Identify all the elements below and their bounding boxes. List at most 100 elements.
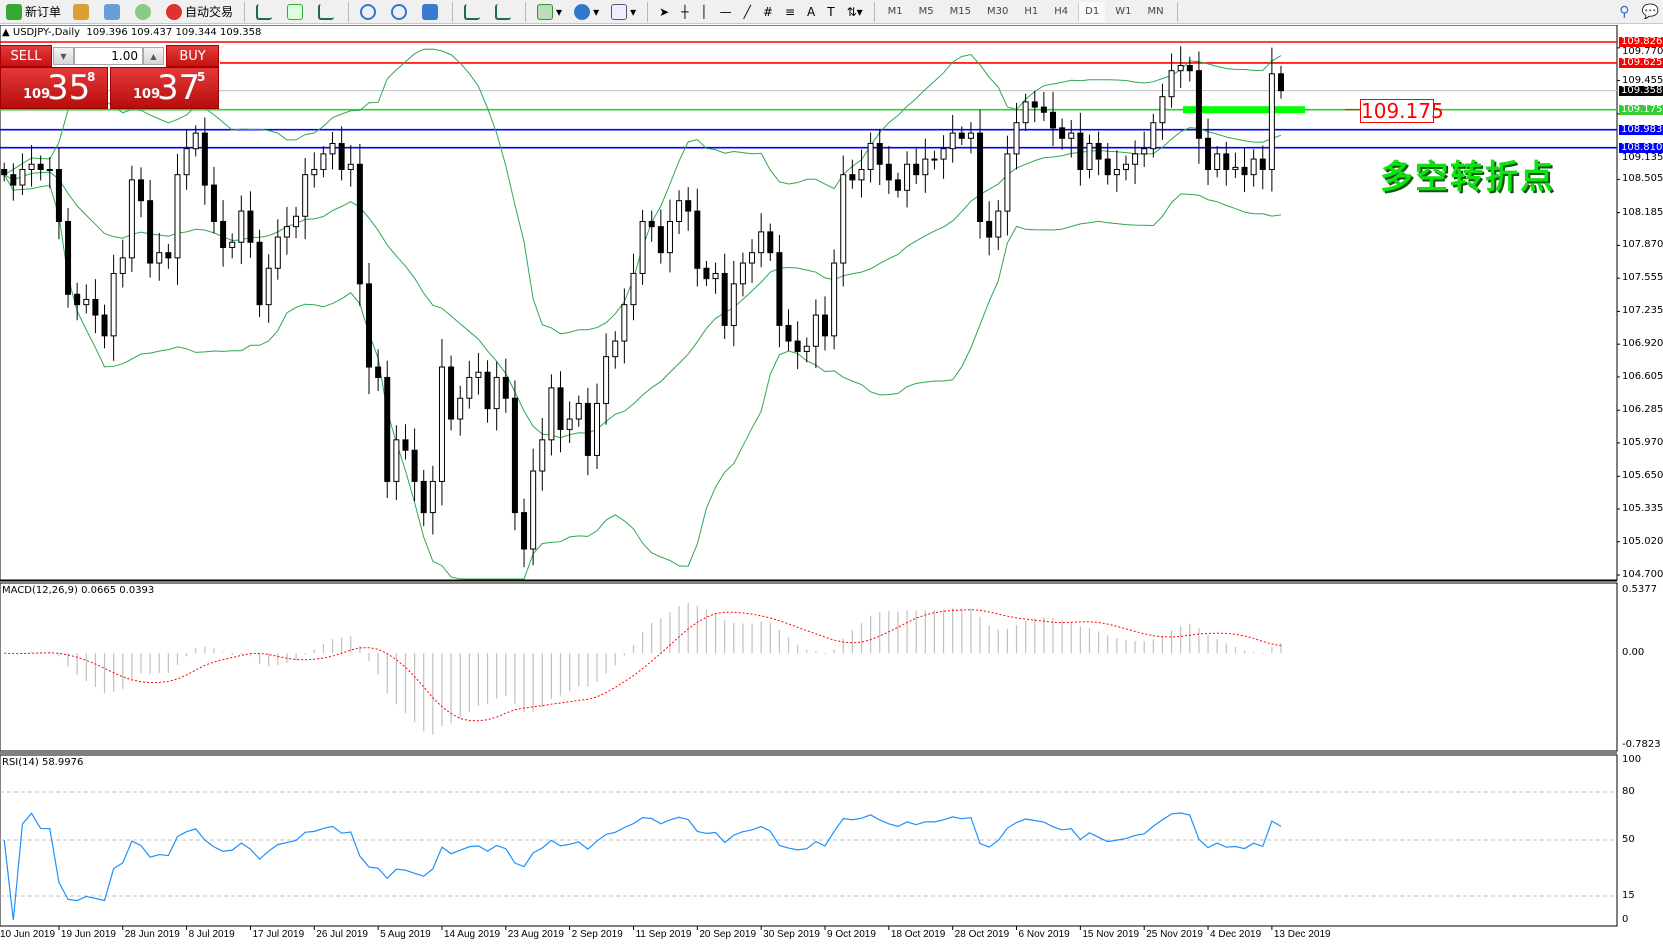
pivot-note-text[interactable]: 多空转折点 [1380,157,1555,196]
fibo-channel-button[interactable]: # [759,2,777,22]
buy-button[interactable]: BUY [166,45,219,67]
timeframe-w1[interactable]: W1 [1115,6,1132,17]
price-axis-label: 105.970 [1622,436,1663,448]
tile-windows-button[interactable] [418,2,445,22]
candle [366,263,372,395]
candle [758,213,765,268]
candle-body [265,267,272,306]
candle-body [967,132,974,139]
candle-body [293,215,300,228]
navigator-button[interactable] [100,2,127,22]
candle-body [448,366,455,420]
candle-body [493,376,500,410]
bar-chart-button[interactable] [252,2,279,22]
timeframe-m30[interactable]: M30 [987,6,1009,17]
line-chart-button[interactable] [314,2,341,22]
timeframe-mn[interactable]: MN [1147,6,1164,17]
arrows-icon: ⇅▾ [846,4,863,19]
market-watch-button[interactable] [69,2,96,22]
search-button[interactable]: ⚲ [1615,2,1633,22]
candle [521,498,528,568]
arrows-button[interactable]: ⇅▾ [843,2,867,22]
chart-canvas[interactable] [0,25,1663,945]
candlestick-button[interactable] [283,2,310,22]
candle-body [694,210,701,269]
candle [904,151,911,208]
timeframe-m1[interactable]: M1 [887,6,903,17]
candle [584,387,591,476]
lots-decrease-button[interactable]: ▼ [53,47,74,65]
text-label-icon: T [827,4,835,19]
indicators-button[interactable]: ▾ [533,2,566,22]
lots-increase-button[interactable]: ▲ [143,47,164,65]
lots-input[interactable]: 1.00 [74,47,143,65]
candle-body [1113,168,1120,176]
candle [174,153,181,285]
chart-shift-button[interactable] [491,2,518,22]
candle-body [712,272,719,280]
candle [83,284,90,314]
bar-chart-icon [256,3,273,20]
periods-button[interactable]: ▾ [570,2,603,22]
tile-windows-icon [422,3,439,20]
candle-body [876,142,883,165]
toolbar: 新订单 自动交易 ▾ ▾ ▾ ➤ ┼ │ — ╱ # ≡ A T ⇅▾ M1 M… [0,0,1663,24]
vertical-line-button[interactable]: │ [696,2,711,22]
candle [37,155,44,181]
candle-body [283,226,290,238]
new-order-button[interactable]: 新订单 [2,2,65,22]
timeframe-h4[interactable]: H4 [1054,6,1069,17]
candle [311,152,318,188]
candle-body [256,241,263,306]
date-axis-label: 23 Aug 2019 [507,929,564,940]
chat-button[interactable]: 💬 [1638,2,1663,22]
candle-body [739,262,746,285]
candle [648,210,655,242]
timeframe-d1[interactable]: D1 [1078,1,1106,22]
candle-body [65,220,72,295]
date-axis-label: 9 Oct 2019 [827,929,876,940]
sell-price[interactable]: 109 35 8 [0,67,108,109]
sell-button[interactable]: SELL [0,45,52,67]
line-chart-icon [318,3,335,20]
crosshair-button[interactable]: ┼ [677,2,692,22]
candle [803,337,810,363]
candle [138,167,144,218]
candle-body [420,480,427,514]
candle-body [110,272,117,337]
candle-body [484,371,491,410]
candle [74,282,81,321]
auto-trading-button[interactable]: 自动交易 [162,2,237,22]
candle-body [156,252,163,264]
pivot-price-label[interactable]: 109.175 [1360,99,1444,123]
zoom-out-button[interactable] [387,2,414,22]
zoom-in-button[interactable] [356,2,383,22]
auto-scroll-button[interactable] [460,2,487,22]
signals-button[interactable] [131,2,158,22]
candle [210,166,217,234]
candle [183,129,190,190]
candle [812,299,819,369]
horizontal-line-button[interactable]: — [716,2,736,22]
candle-body [794,340,801,352]
buy-price[interactable]: 109 37 5 [110,67,219,109]
timeframe-h1[interactable]: H1 [1024,6,1039,17]
candle-body [594,402,600,456]
candle [1214,146,1221,178]
trendline-button[interactable]: ╱ [740,2,755,22]
candle [119,239,126,288]
templates-button[interactable]: ▾ [607,2,640,22]
candle-body [338,142,345,170]
fibo-button[interactable]: ≡ [781,2,799,22]
candle [566,401,573,443]
cursor-button[interactable]: ➤ [655,2,673,22]
price-tag-support: 108.983 [1619,124,1663,135]
text-button[interactable]: A [803,2,819,22]
candle-body [511,397,518,514]
text-label-button[interactable]: T [823,2,838,22]
chat-icon: 💬 [1641,3,1659,20]
candle-body [612,340,619,358]
candle-body [1104,158,1111,176]
timeframe-m5[interactable]: M5 [918,6,934,17]
timeframe-m15[interactable]: M15 [949,6,972,17]
